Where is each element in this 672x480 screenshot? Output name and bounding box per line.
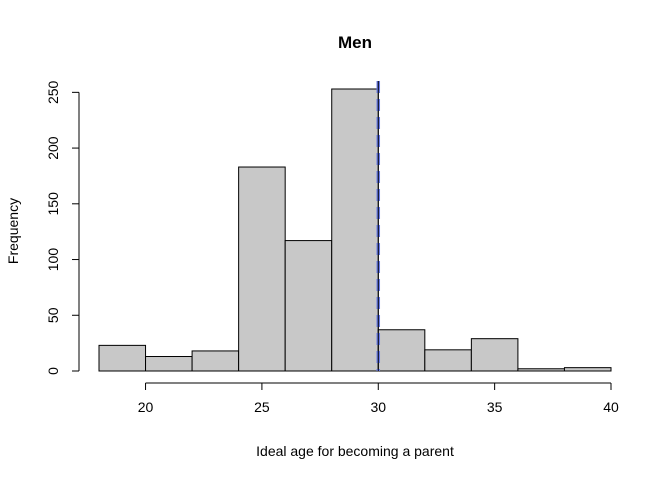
histogram-bar-28-30 bbox=[331, 88, 379, 372]
y-tick-label-0: 0 bbox=[45, 367, 61, 375]
y-axis: 0 50 100 150 200 250 bbox=[45, 80, 80, 375]
histogram-bar-36-38 bbox=[517, 368, 565, 372]
chart-title: Men bbox=[338, 33, 372, 52]
bars-group bbox=[98, 88, 612, 372]
histogram-bar-24-26 bbox=[238, 166, 286, 372]
y-tick-label-150: 150 bbox=[45, 192, 61, 216]
y-tick-label-250: 250 bbox=[45, 80, 61, 104]
histogram-bar-26-28 bbox=[284, 240, 333, 372]
x-tick-label-35: 35 bbox=[487, 399, 503, 415]
histogram-bar-38-40 bbox=[563, 367, 612, 372]
y-tick-label-50: 50 bbox=[45, 307, 61, 323]
histogram-bar-22-24 bbox=[191, 350, 240, 372]
y-tick-label-100: 100 bbox=[45, 248, 61, 272]
histogram-bar-30-32 bbox=[377, 329, 426, 372]
x-axis: 20 25 30 35 40 bbox=[138, 382, 619, 415]
histogram-bar-18-20 bbox=[98, 344, 147, 372]
histogram-bar-34-36 bbox=[470, 338, 519, 372]
y-tick-label-200: 200 bbox=[45, 136, 61, 160]
histogram-bar-20-22 bbox=[145, 356, 193, 372]
x-tick-label-25: 25 bbox=[254, 399, 270, 415]
x-tick-label-40: 40 bbox=[603, 399, 619, 415]
histogram-bar-32-34 bbox=[424, 349, 472, 372]
x-axis-label: Ideal age for becoming a parent bbox=[256, 443, 454, 459]
y-axis-label: Frequency bbox=[5, 198, 21, 264]
x-tick-label-30: 30 bbox=[370, 399, 386, 415]
x-tick-label-20: 20 bbox=[138, 399, 154, 415]
